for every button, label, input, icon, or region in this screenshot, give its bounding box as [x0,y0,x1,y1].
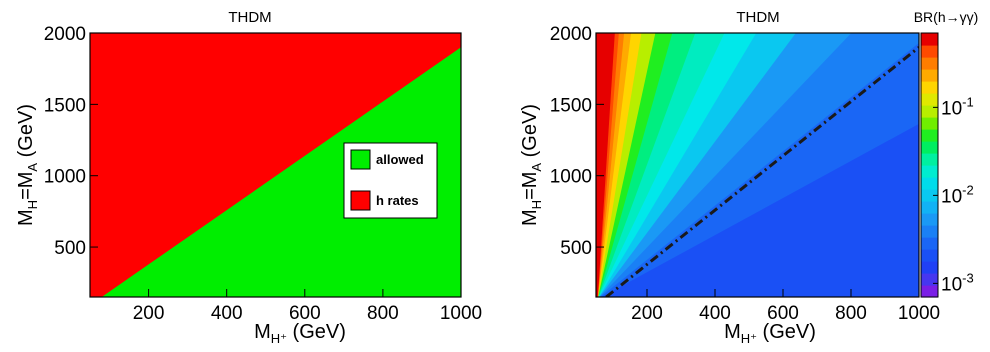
left-x-tick-label: 400 [211,303,243,324]
left-x-tick-label: 1000 [440,303,482,324]
left-y-axis: 500 1000 1500 2000 [44,24,98,259]
right-x-axis: 200 400 600 800 1000 [631,289,940,324]
right-plot-area [596,33,919,297]
left-y-tick-label: 2000 [44,24,86,45]
right-x-tick-label: 800 [835,303,867,324]
left-chart: THDM 200 400 600 800 1000 500 1000 1500 2000 MH… [15,9,482,346]
left-y-tick-label: 500 [54,238,86,259]
colorbar-cell [921,117,938,130]
colorbar-cell [921,237,938,250]
left-x-tick-label: 600 [289,303,321,324]
colorbar-cell [921,273,938,286]
right-y-axis: 500 1000 1500 2000 [550,24,604,259]
colorbar-tick-label: 10-3 [941,270,974,295]
right-x-tick-label: 1000 [898,303,940,324]
legend-swatch-h-rates [350,190,371,211]
colorbar-cell [921,141,938,154]
colorbar-title: BR(h→γγ) [914,9,979,25]
colorbar-cell [921,261,938,274]
colorbar-cell [921,225,938,238]
colorbar-frame [920,32,939,298]
heatmap-band [596,33,615,297]
colorbar-cell [921,153,938,166]
right-chart: THDM 200 400 600 800 1000 500 1000 1500 2000 MH… [519,9,979,346]
colorbar-cell [921,285,938,298]
right-x-tick-label: 600 [767,303,799,324]
left-x-axis-label: MH⁺ (GeV) [254,321,346,346]
legend-swatch-allowed [350,149,371,170]
colorbar-cell [921,189,938,202]
heatmap-bands [596,33,919,297]
right-y-tick-label: 1000 [550,167,592,188]
left-x-axis: 200 400 600 800 1000 [133,289,482,324]
colorbar-tick-label: 10-2 [941,182,974,207]
right-x-tick-label: 400 [699,303,731,324]
left-y-tick-label: 1500 [44,95,86,116]
colorbar-cell [921,165,938,178]
colorbar-cell [921,57,938,70]
colorbar-cell [921,69,938,82]
left-plot-frame [89,32,462,298]
colorbar: BR(h→γγ) 10-3 10-2 10-1 [914,9,979,298]
colorbar-cell [921,177,938,190]
colorbar-cell [921,201,938,214]
colorbar-cell [921,93,938,106]
left-y-tick-label: 1000 [44,167,86,188]
colorbar-ticks: 10-3 10-2 10-1 [933,94,974,295]
right-chart-title: THDM [736,9,779,26]
colorbar-cell [921,213,938,226]
colorbar-cell [921,105,938,118]
left-x-tick-label: 200 [133,303,165,324]
left-y-axis-label: MH=MA (GeV) [15,104,40,226]
left-legend: allowed h rates [343,142,438,219]
right-y-tick-label: 2000 [550,24,592,45]
colorbar-tick-label: 10-1 [941,94,974,119]
legend-label-allowed: allowed [376,152,424,167]
left-region-allowed [101,47,461,297]
right-y-axis-label: MH=MA (GeV) [519,104,544,226]
left-chart-title: THDM [228,9,271,26]
colorbar-cell [921,129,938,142]
right-y-tick-label: 500 [560,238,592,259]
colorbar-cell [921,81,938,94]
right-plot-frame [595,32,920,298]
right-x-axis-label: MH⁺ (GeV) [724,321,816,346]
colorbar-cells [921,33,938,298]
colorbar-cell [921,45,938,58]
right-y-tick-label: 1500 [550,95,592,116]
right-x-tick-label: 200 [631,303,663,324]
colorbar-cell [921,33,938,46]
legend-label-h-rates: h rates [376,193,419,208]
left-x-tick-label: 800 [367,303,399,324]
colorbar-cell [921,249,938,262]
